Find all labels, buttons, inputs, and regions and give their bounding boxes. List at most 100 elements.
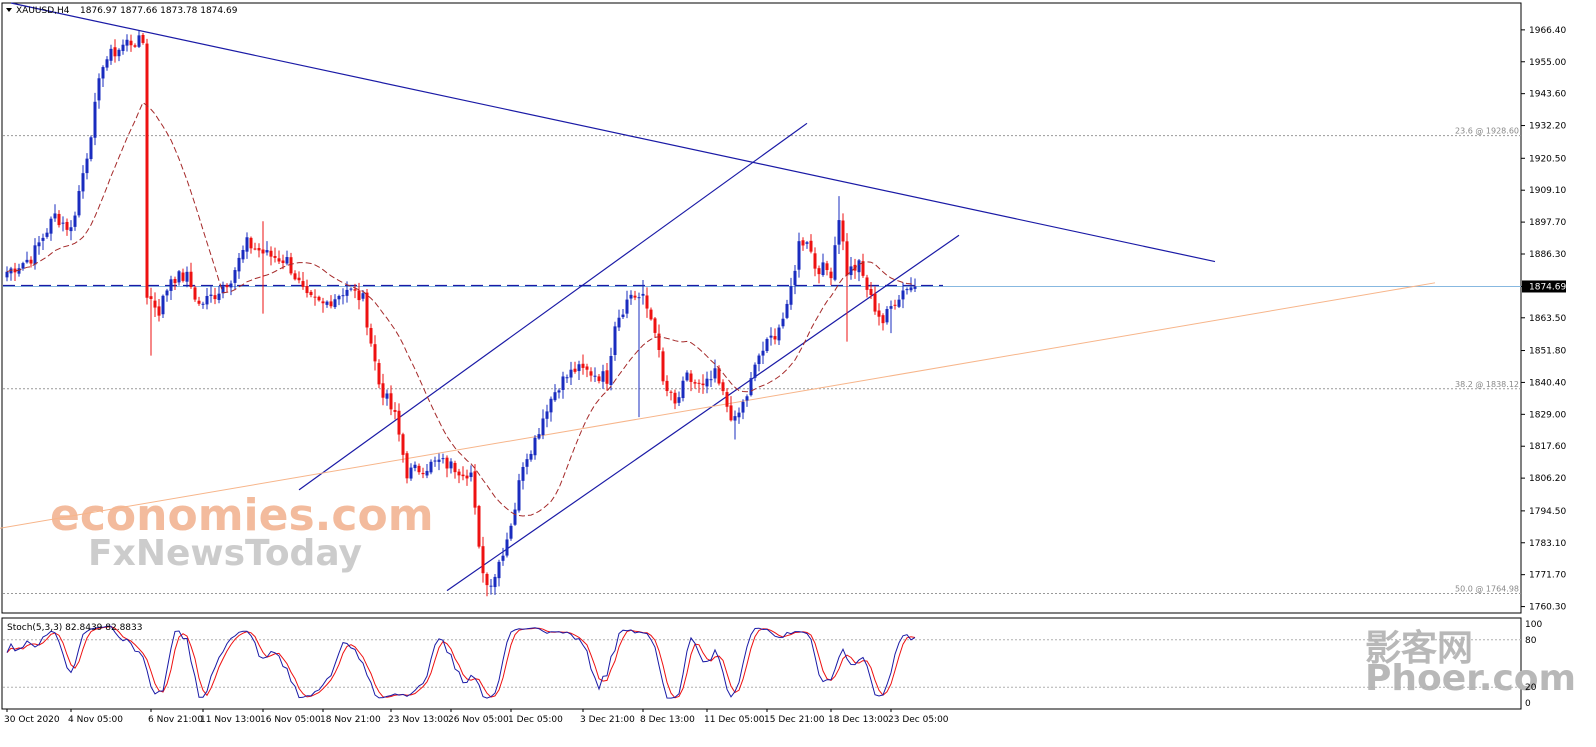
candle-body	[37, 242, 41, 247]
candle-body	[17, 268, 21, 274]
candle-body	[189, 271, 193, 287]
candle-body	[501, 555, 505, 561]
candle-body	[53, 213, 57, 219]
candle-body	[241, 249, 245, 260]
x-tick-label: 11 Dec 05:00	[704, 715, 765, 725]
candle-body	[589, 371, 593, 376]
candle-body	[297, 277, 301, 281]
candle-body	[221, 286, 225, 294]
dropdown-triangle-icon[interactable]	[6, 8, 12, 12]
candle-body	[641, 293, 645, 296]
candle-body	[649, 309, 653, 320]
candle-body	[793, 270, 797, 286]
candle-body	[61, 222, 65, 224]
candle-body	[433, 460, 437, 462]
candle-body	[469, 472, 473, 478]
watermark-fxnewstoday: FxNewsToday	[88, 533, 362, 574]
candle-body	[773, 336, 777, 340]
candle-body	[417, 465, 421, 473]
candle-body	[489, 585, 493, 587]
candle-body	[857, 260, 861, 273]
candle-body	[913, 286, 917, 289]
watermark-economies: economies.com	[50, 490, 434, 541]
candle-body	[825, 263, 829, 271]
ma-line	[6, 101, 916, 517]
candle-body	[93, 101, 97, 138]
candle-body	[541, 418, 545, 436]
candle-body	[125, 39, 129, 46]
candle-body	[153, 300, 157, 308]
grid-layer: 23.6 @ 1928.60 38.2 @ 1838.12 50.0 @ 1764.…	[3, 127, 1521, 594]
price-axis: 1966.40 1955.00 1943.60 1932.20 1920.50 1909.…	[1521, 26, 1566, 709]
candle-body	[445, 457, 449, 469]
y-tick-label: 1966.40	[1529, 26, 1566, 36]
candle-body	[369, 328, 373, 344]
candle-body	[257, 248, 261, 251]
candle-body	[109, 48, 113, 61]
candle-body	[181, 272, 185, 281]
candle-body	[209, 294, 213, 296]
candles	[5, 30, 917, 597]
candle-body	[769, 335, 773, 338]
trendline-descending-resistance[interactable]	[10, 2, 1216, 263]
fib-level-label: 38.2 @ 1838.12	[1455, 380, 1519, 389]
candle-body	[333, 299, 337, 308]
y-tick-label: 1920.50	[1529, 154, 1566, 164]
candle-body	[629, 294, 633, 299]
candle-body	[457, 471, 461, 476]
candle-body	[113, 47, 117, 57]
candle-body	[285, 257, 289, 264]
candle-body	[605, 370, 609, 384]
candle-body	[41, 237, 45, 241]
candle-body	[29, 259, 33, 264]
candle-body	[877, 310, 881, 317]
chart-header[interactable]: XAUUSD,H4 1876.97 1877.66 1873.78 1874.6…	[6, 6, 238, 16]
x-tick-label: 1 Dec 05:00	[508, 715, 563, 725]
candle-body	[721, 382, 725, 392]
candle-body	[397, 410, 401, 435]
candle-body	[741, 401, 745, 413]
candle-body	[449, 461, 453, 469]
candle-body	[901, 290, 905, 300]
candle-body	[725, 392, 729, 407]
candle-body	[49, 218, 53, 234]
candle-body	[73, 215, 77, 227]
candle-body	[65, 221, 69, 230]
stoch-scale-label: 100	[1525, 620, 1542, 630]
candle-body	[821, 262, 825, 276]
candle-body	[781, 318, 785, 327]
watermark-phoer: 影客网 Phoer.com	[1365, 628, 1576, 699]
candle-body	[145, 43, 149, 298]
candle-body	[557, 390, 561, 393]
candle-body	[361, 293, 365, 299]
candle-body	[553, 392, 557, 401]
candle-body	[461, 474, 465, 477]
trendline-channel-upper[interactable]	[298, 122, 808, 491]
candle-body	[305, 286, 309, 294]
x-tick-label: 11 Nov 13:00	[200, 715, 261, 725]
candle-body	[237, 257, 241, 272]
candle-body	[585, 366, 589, 370]
y-tick-label: 1851.80	[1529, 347, 1566, 357]
candle-body	[21, 263, 25, 269]
trendline-ascending-support[interactable]	[0, 282, 1436, 529]
candle-body	[809, 240, 813, 252]
candle-body	[349, 288, 353, 290]
candle-body	[849, 266, 853, 276]
y-tick-label: 1806.20	[1529, 474, 1566, 484]
candle-body	[733, 416, 737, 421]
candle-body	[701, 383, 705, 386]
candle-body	[689, 373, 693, 382]
candle-body	[693, 382, 697, 384]
watermark-fxnewstoday-text: FxNewsToday	[88, 533, 362, 574]
candle-body	[325, 301, 329, 305]
candle-body	[425, 470, 429, 476]
candle-body	[561, 376, 565, 390]
y-tick-label: 1909.10	[1529, 186, 1566, 196]
y-tick-label: 1783.10	[1529, 539, 1566, 549]
candle-body	[121, 44, 125, 51]
candle-body	[341, 295, 345, 297]
